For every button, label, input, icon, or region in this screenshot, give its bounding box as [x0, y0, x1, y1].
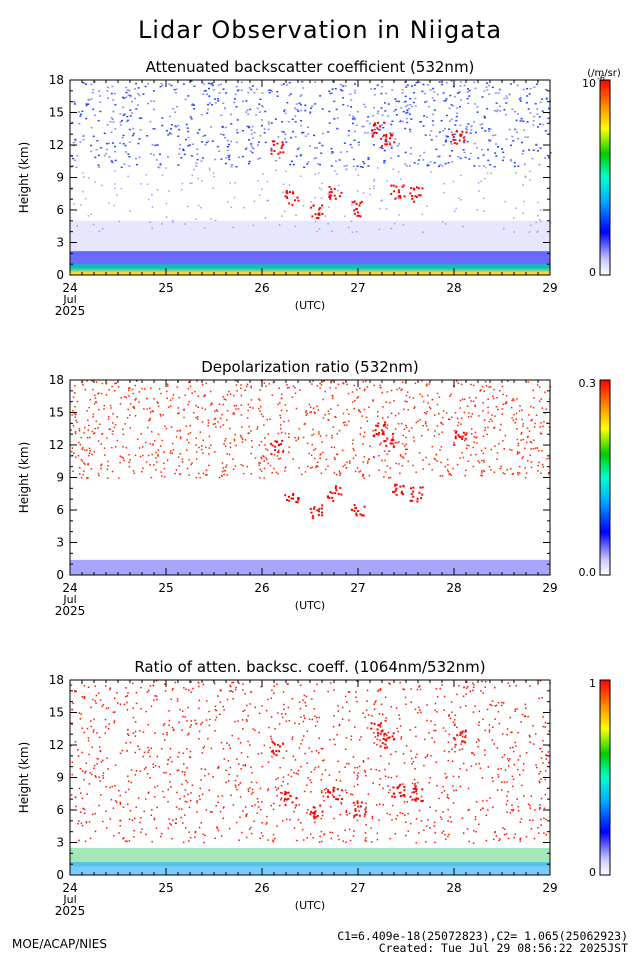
x-tick-label: 26: [254, 281, 269, 295]
x-tick-label: 29: [542, 881, 557, 895]
colorbar: [599, 379, 611, 576]
x-tick-label: 27: [350, 581, 365, 595]
panel-title: Depolarization ratio (532nm): [201, 358, 419, 376]
x-tick-label: 28: [446, 581, 461, 595]
x-month-label: Jul: [62, 593, 76, 606]
x-tick-label: 24: [62, 281, 77, 295]
panel-title: Ratio of atten. backsc. coeff. (1064nm/5…: [134, 658, 485, 676]
x-axis-label: (UTC): [295, 899, 325, 912]
x-tick-label: 24: [62, 881, 77, 895]
x-year-label: 2025: [55, 904, 86, 918]
y-tick-label: 18: [49, 373, 64, 387]
y-tick-label: 12: [49, 738, 64, 752]
y-axis-label: Height (km): [17, 742, 31, 813]
colorbar: [599, 679, 611, 876]
panel-3: Ratio of atten. backsc. coeff. (1064nm/5…: [17, 658, 611, 918]
colorbar-unit-label: (/m/sr): [587, 68, 621, 79]
colorbar-min-label: 0: [589, 266, 596, 279]
y-tick-label: 15: [49, 106, 64, 120]
colorbar-min-label: 0.0: [579, 566, 597, 579]
y-tick-label: 9: [56, 471, 64, 485]
x-tick-label: 27: [350, 881, 365, 895]
footer-calibration: C1=6.409e-18(25072823),C2= 1.065(2506292…: [337, 929, 628, 943]
y-tick-label: 18: [49, 673, 64, 687]
page-title: Lidar Observation in Niigata: [138, 16, 502, 44]
colorbar-max-label: 1: [589, 677, 596, 690]
x-tick-label: 29: [542, 281, 557, 295]
x-year-label: 2025: [55, 304, 86, 318]
x-tick-label: 28: [446, 281, 461, 295]
y-tick-label: 3: [56, 836, 64, 850]
panel-1: Attenuated backscatter coefficient (532n…: [17, 58, 621, 318]
y-tick-label: 18: [49, 73, 64, 87]
y-tick-label: 12: [49, 138, 64, 152]
footer-agency: MOE/ACAP/NIES: [12, 937, 107, 951]
heatmap-texture: [70, 380, 552, 575]
x-tick-label: 24: [62, 581, 77, 595]
x-tick-label: 26: [254, 881, 269, 895]
y-tick-label: 6: [56, 203, 64, 217]
x-tick-label: 25: [158, 281, 173, 295]
y-tick-label: 9: [56, 171, 64, 185]
plot-frame: [69, 679, 551, 876]
colorbar-max-label: 0.3: [579, 377, 597, 390]
y-tick-label: 6: [56, 503, 64, 517]
x-year-label: 2025: [55, 604, 86, 618]
x-month-label: Jul: [62, 293, 76, 306]
y-tick-label: 6: [56, 803, 64, 817]
x-tick-label: 26: [254, 581, 269, 595]
colorbar: [599, 79, 611, 276]
y-axis-label: Height (km): [17, 442, 31, 513]
y-tick-label: 0: [56, 868, 64, 882]
x-tick-label: 27: [350, 281, 365, 295]
colorbar-exponent: -6: [597, 74, 605, 83]
y-tick-label: 3: [56, 236, 64, 250]
panel-title: Attenuated backscatter coefficient (532n…: [146, 58, 475, 76]
y-tick-label: 15: [49, 406, 64, 420]
x-month-label: Jul: [62, 893, 76, 906]
panel-2: Depolarization ratio (532nm) 0 3 6 9 12 15 18 24…: [17, 358, 611, 618]
y-tick-label: 3: [56, 536, 64, 550]
x-tick-label: 25: [158, 581, 173, 595]
y-tick-label: 9: [56, 771, 64, 785]
y-tick-label: 12: [49, 438, 64, 452]
y-axis-label: Height (km): [17, 142, 31, 213]
x-tick-label: 25: [158, 881, 173, 895]
colorbar-min-label: 0: [589, 866, 596, 879]
x-axis-label: (UTC): [295, 299, 325, 312]
x-axis-label: (UTC): [295, 599, 325, 612]
x-tick-label: 29: [542, 581, 557, 595]
heatmap-texture: [70, 80, 552, 275]
y-tick-label: 15: [49, 706, 64, 720]
y-tick-label: 0: [56, 268, 64, 282]
footer-created: Created: Tue Jul 29 08:56:22 2025JST: [379, 941, 628, 955]
plot-frame: [69, 379, 551, 576]
x-tick-label: 28: [446, 881, 461, 895]
colorbar-max-label: 10: [582, 77, 596, 90]
y-tick-label: 0: [56, 568, 64, 582]
heatmap-texture: [70, 680, 552, 875]
